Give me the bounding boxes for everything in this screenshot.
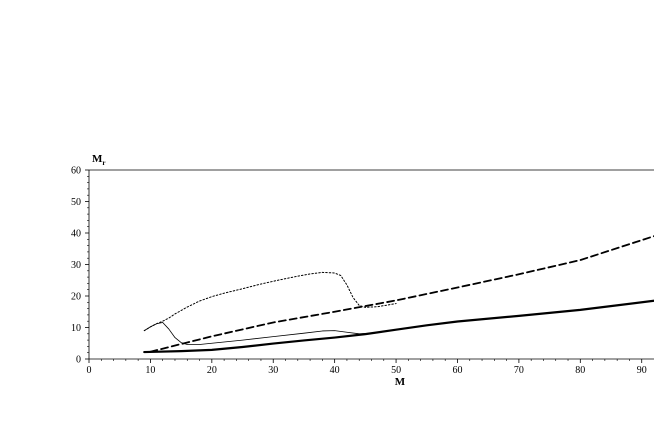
x-tick-label: 20: [207, 365, 217, 376]
y-tick-label: 20: [71, 292, 81, 303]
series-line-thin-solid: [143, 322, 372, 345]
x-axis: 0 10 20 30 40 50 60 70 80 90: [87, 359, 647, 376]
x-tick-label: 80: [575, 365, 585, 376]
series-line-thick-solid: [143, 299, 654, 354]
series-line-dashed: [149, 235, 654, 353]
y-axis-label-main: M: [92, 153, 103, 165]
series-layer: [143, 235, 654, 354]
x-tick-label: 10: [145, 365, 155, 376]
y-axis-label-subscript: r: [102, 159, 105, 167]
y-axis-label: Mr: [92, 153, 106, 167]
series-line-dotted: [143, 271, 397, 332]
x-tick-label: 30: [268, 365, 278, 376]
y-tick-label: 40: [71, 229, 81, 240]
y-tick-label: 10: [71, 323, 81, 334]
y-tick-label: 60: [71, 166, 81, 177]
y-tick-label: 30: [71, 260, 81, 271]
x-tick-label: 50: [391, 365, 401, 376]
plot-frame: [88, 169, 654, 360]
x-axis-label: M: [395, 376, 406, 388]
x-tick-label: 60: [452, 365, 462, 376]
x-tick-label: 90: [637, 365, 647, 376]
y-tick-label: 50: [71, 197, 81, 208]
y-tick-label: 0: [76, 355, 81, 366]
x-tick-label: 0: [87, 365, 92, 376]
x-tick-label: 70: [514, 365, 524, 376]
y-axis: 0 10 20 30 40 50 60: [71, 166, 89, 366]
x-tick-label: 40: [330, 365, 340, 376]
